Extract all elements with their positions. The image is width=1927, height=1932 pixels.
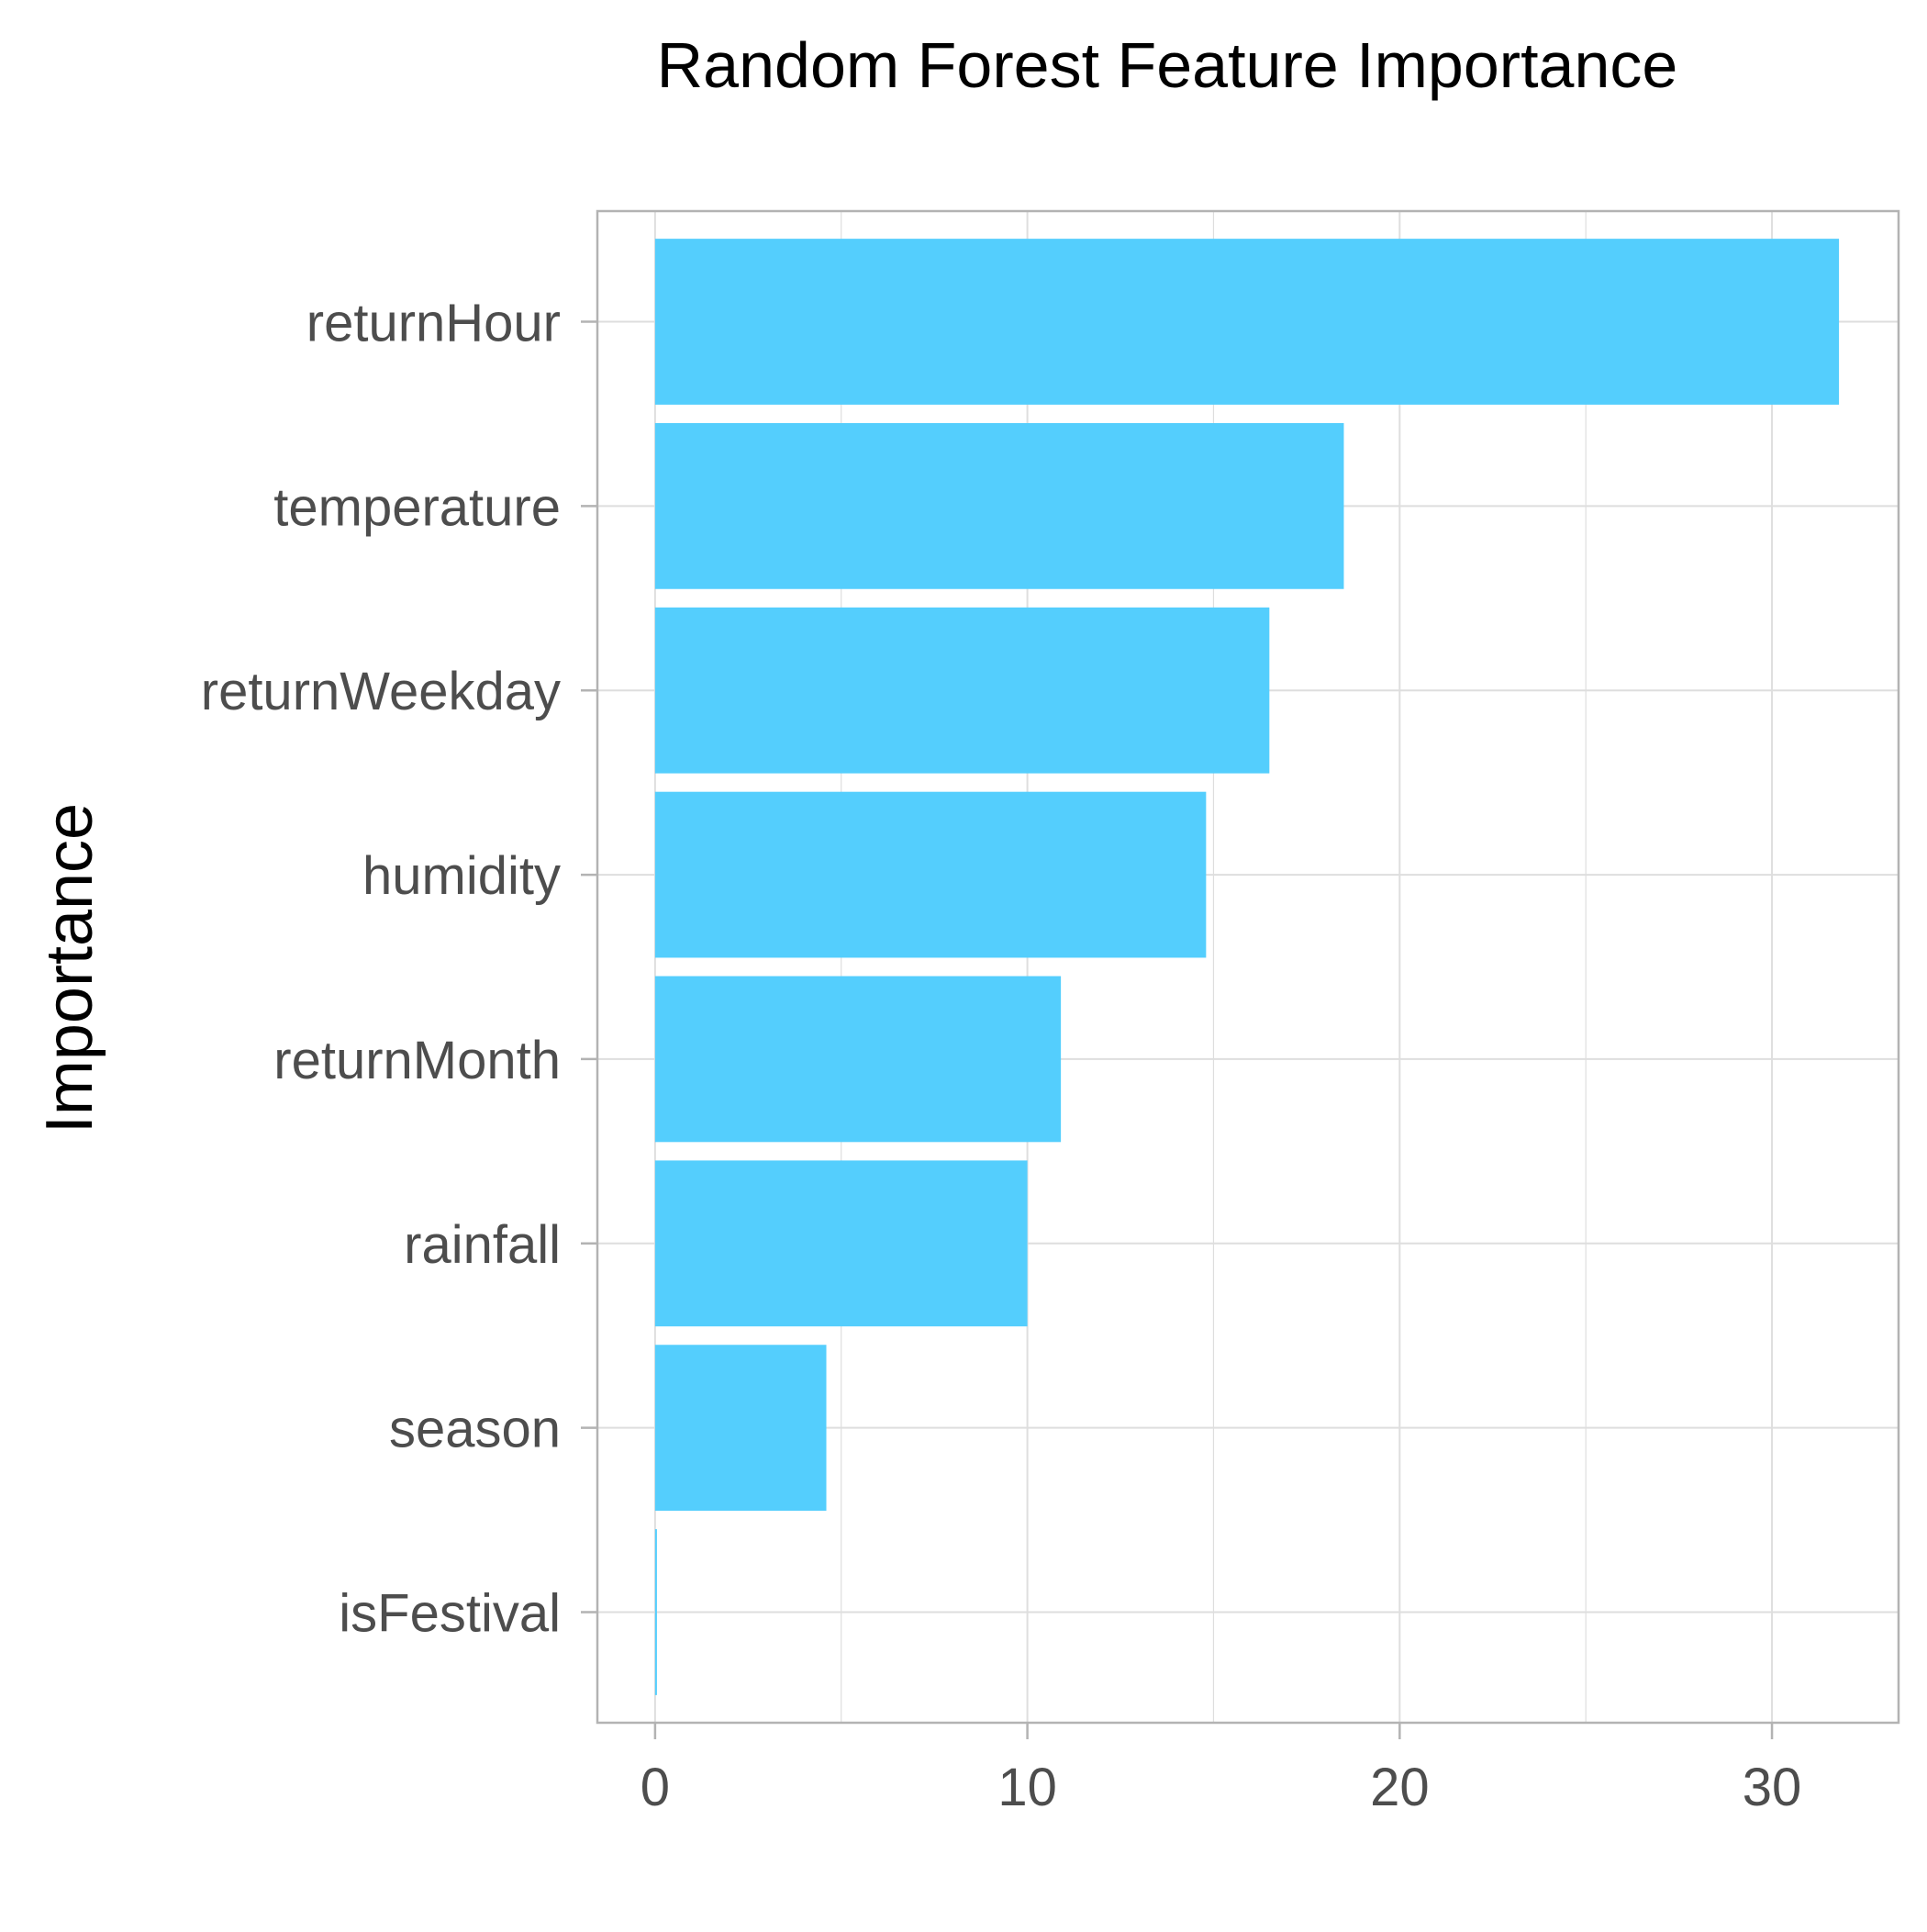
bar-rainfall <box>654 1160 1028 1327</box>
category-label: rainfall <box>404 1215 561 1275</box>
bars <box>654 239 1840 1695</box>
plot-panel-border <box>596 209 1900 1725</box>
chart-title: Random Forest Feature Importance <box>657 29 1678 101</box>
bar-temperature <box>654 422 1344 589</box>
category-label: returnWeekday <box>201 662 561 721</box>
bar-returnHour <box>654 239 1840 405</box>
x-tick-label: 0 <box>640 1758 670 1817</box>
category-label: season <box>389 1400 561 1459</box>
x-tick-label: 30 <box>1743 1758 1802 1817</box>
bar-returnWeekday <box>654 607 1270 774</box>
category-label: temperature <box>273 477 561 537</box>
y-axis-ticks <box>581 320 597 1614</box>
x-axis-ticks <box>653 1723 1774 1739</box>
x-tick-label: 10 <box>997 1758 1057 1817</box>
category-label: isFestival <box>339 1583 561 1643</box>
category-label: returnMonth <box>273 1031 561 1090</box>
x-tick-label: 20 <box>1370 1758 1430 1817</box>
category-label: returnHour <box>306 294 561 353</box>
bar-returnMonth <box>654 976 1062 1143</box>
bar-humidity <box>654 791 1207 958</box>
y-axis-label: Importance <box>33 803 106 1134</box>
bar-season <box>654 1345 827 1512</box>
category-labels: returnHour temperature returnWeekday humidi… <box>201 294 561 1644</box>
category-label: humidity <box>362 846 561 906</box>
x-tick-labels: 0 10 20 30 <box>640 1758 1802 1817</box>
bar-isFestival <box>654 1529 657 1695</box>
